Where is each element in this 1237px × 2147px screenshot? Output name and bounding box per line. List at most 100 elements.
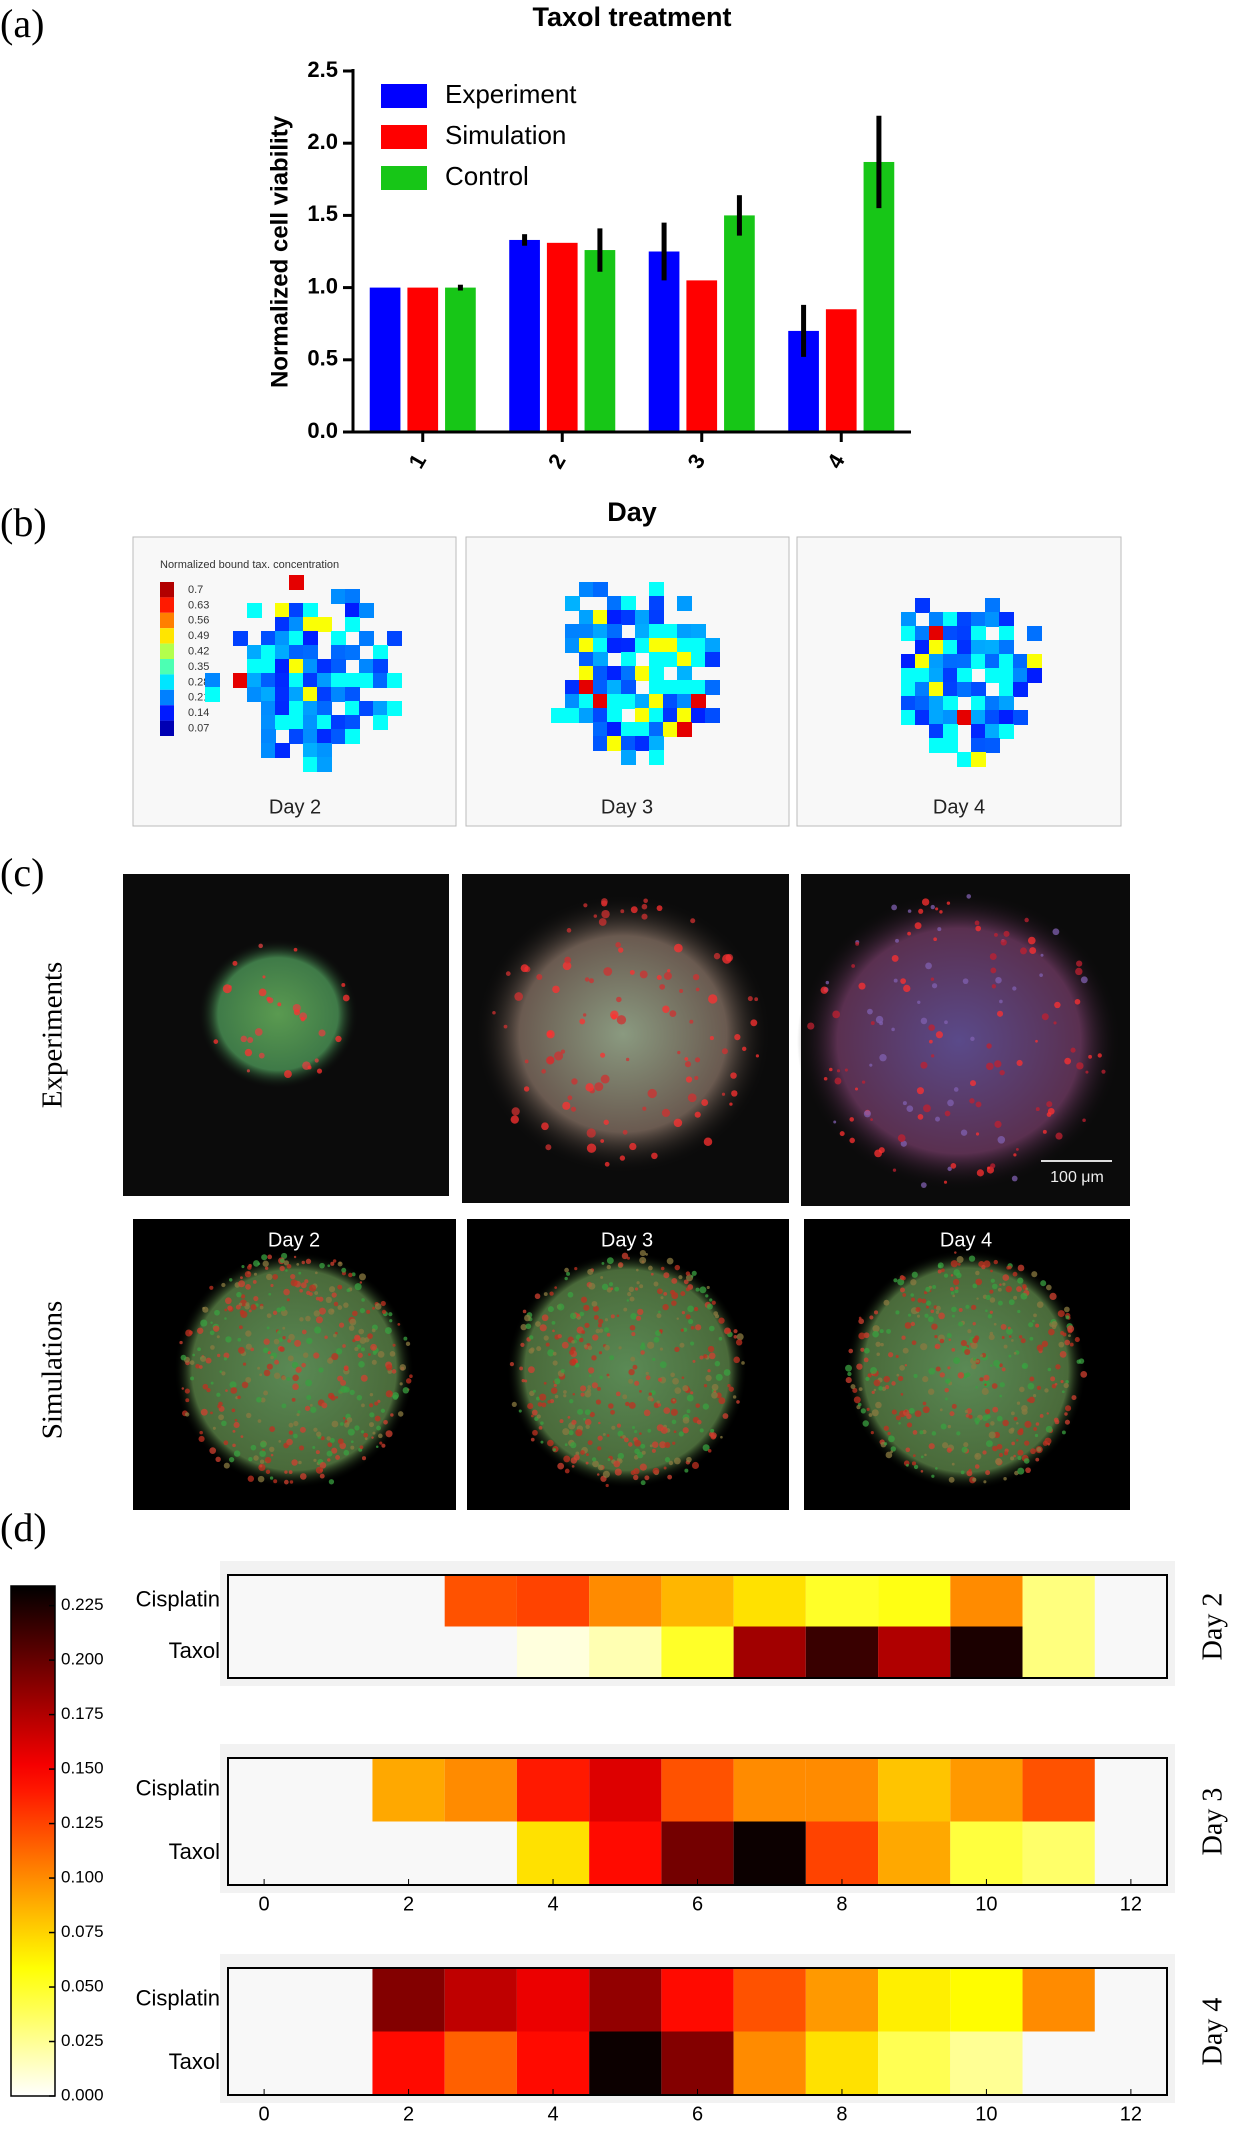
heatmap-cell [878, 1758, 951, 1822]
speckle [718, 1336, 723, 1341]
speckle [902, 1347, 909, 1354]
speckle [190, 1376, 195, 1381]
speckle [695, 1324, 702, 1331]
speckle [919, 1430, 924, 1435]
speckle [960, 1340, 967, 1347]
speckle [938, 1312, 945, 1320]
speckle [545, 1342, 550, 1347]
speckle [266, 996, 271, 1002]
colorbar-tick-label: 0.175 [61, 1704, 104, 1723]
speckle [972, 1283, 978, 1289]
speckle [348, 1325, 355, 1331]
speckle [678, 1431, 684, 1437]
speckle [674, 1264, 681, 1271]
map-cell [593, 736, 608, 751]
speckle [983, 1260, 991, 1268]
speckle [659, 1361, 667, 1369]
speckle [327, 1458, 331, 1462]
speckle [552, 1329, 555, 1333]
heatmap-cell [805, 1758, 879, 1822]
speckle [611, 1425, 616, 1430]
speckle [649, 1444, 653, 1448]
speckle [259, 1305, 264, 1310]
map-cell [943, 654, 958, 669]
map-cell [579, 638, 594, 653]
speckle [537, 1402, 543, 1407]
speckle [1027, 936, 1036, 945]
speckle [690, 1391, 694, 1395]
speckle [872, 1330, 879, 1338]
speckle [340, 1379, 347, 1386]
heatmap-cell [878, 1821, 951, 1885]
map-cell [957, 668, 972, 683]
map-cell [261, 701, 276, 716]
speckle [588, 1367, 595, 1374]
speckle [306, 1395, 312, 1400]
speckle [223, 1357, 228, 1361]
speckle [238, 1280, 246, 1288]
speckle [974, 1464, 980, 1469]
speckle [552, 985, 560, 994]
speckle [741, 1361, 745, 1365]
speckle [670, 1372, 675, 1378]
speckle [552, 1351, 557, 1356]
speckle [735, 1339, 743, 1346]
speckle [629, 1142, 637, 1151]
speckle [390, 1413, 394, 1417]
speckle [566, 928, 572, 933]
speckle [999, 1394, 1003, 1398]
map-cell [359, 701, 374, 716]
speckle [1036, 1385, 1042, 1390]
speckle [622, 1394, 628, 1400]
speckle [755, 1054, 760, 1058]
speckle [1033, 1427, 1037, 1431]
speckle [684, 1061, 692, 1068]
speckle [369, 1403, 374, 1408]
map-cell [607, 596, 622, 611]
map-cell [621, 652, 636, 667]
speckle [1017, 1467, 1025, 1475]
map-cell [275, 743, 290, 758]
speckle [658, 1310, 661, 1314]
heatmap-cell [950, 1575, 1023, 1627]
speckle [540, 1421, 544, 1425]
speckle [505, 971, 511, 977]
map-cell [275, 617, 290, 632]
speckle [562, 961, 572, 971]
speckle [630, 1312, 637, 1320]
speckle [993, 1359, 1000, 1367]
legend-swatch [160, 705, 174, 721]
map-cell [915, 668, 930, 683]
speckle [354, 1334, 361, 1342]
speckle [360, 1374, 368, 1382]
speckle [614, 1286, 620, 1292]
map-cell [985, 598, 1000, 613]
speckle [736, 1333, 744, 1341]
speckle [907, 931, 912, 936]
speckle [381, 1309, 387, 1315]
speckle [951, 1403, 957, 1409]
speckle [660, 1266, 665, 1271]
speckle [375, 1445, 379, 1448]
speckle [961, 1446, 968, 1453]
speckle [532, 1389, 536, 1393]
map-cell [345, 715, 360, 730]
panel-label: (a) [0, 1, 44, 46]
speckle [216, 1353, 221, 1358]
y-tick-label: 0.0 [307, 418, 338, 443]
speckle [935, 1366, 941, 1372]
speckle [1028, 1396, 1035, 1404]
map-cell [317, 673, 332, 688]
map-cell [999, 696, 1014, 711]
speckle [607, 1375, 611, 1379]
map-cell [289, 715, 304, 730]
speckle [684, 1057, 689, 1061]
map-cell [593, 680, 608, 695]
speckle [679, 1342, 685, 1348]
speckle [870, 1367, 878, 1375]
speckle [519, 1366, 524, 1371]
image-title: Day 3 [601, 1229, 653, 1251]
speckle [883, 1375, 891, 1383]
speckle [210, 1345, 215, 1350]
map-cell [621, 596, 636, 611]
